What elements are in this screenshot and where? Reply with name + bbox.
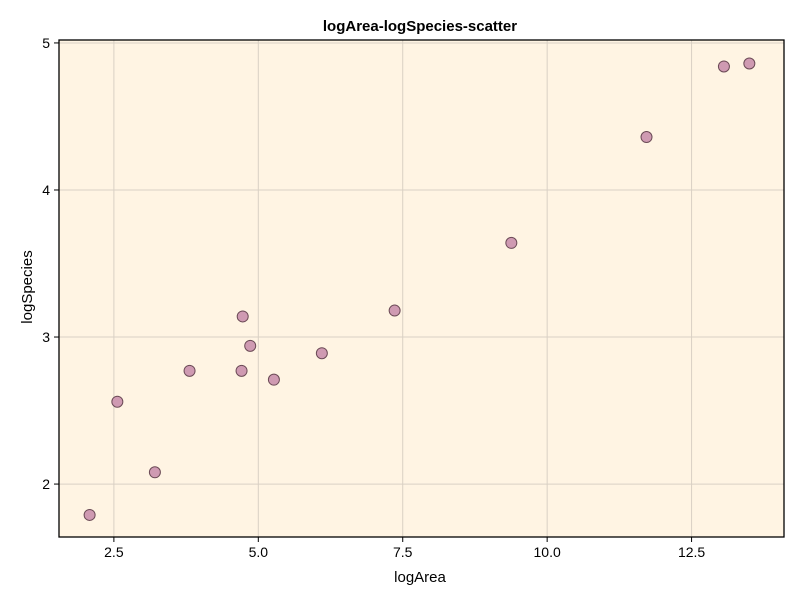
scatter-point [183, 364, 196, 377]
x-axis-label: logArea [394, 569, 446, 586]
y-axis-ticks: 2 3 4 5 [42, 35, 59, 492]
scatter-point [83, 508, 96, 521]
y-tick-label: 2 [42, 476, 50, 492]
x-tick-label: 7.5 [393, 544, 413, 560]
chart-title: logArea-logSpecies-scatter [323, 18, 517, 35]
scatter-point [236, 310, 249, 323]
scatter-point [267, 373, 280, 386]
y-tick-label: 4 [42, 182, 50, 198]
x-tick-label: 10.0 [534, 544, 561, 560]
scatter-point [743, 57, 756, 70]
scatter-point [505, 236, 518, 249]
scatter-point [717, 60, 730, 73]
scatter-point [235, 364, 248, 377]
data-points [83, 57, 756, 521]
plot-frame [58, 39, 785, 538]
scatter-point [640, 131, 653, 144]
scatter-point [111, 395, 124, 408]
y-tick-label: 3 [42, 329, 50, 345]
x-tick-label: 5.0 [249, 544, 269, 560]
scatter-point [244, 339, 257, 352]
x-tick-label: 12.5 [678, 544, 705, 560]
scatter-point [315, 347, 328, 360]
x-axis-ticks: 2.5 5.0 7.5 10.0 12.5 [104, 537, 705, 560]
grid-lines [59, 40, 784, 537]
y-axis-label: logSpecies [19, 250, 36, 323]
y-tick-label: 5 [42, 35, 50, 51]
x-tick-label: 2.5 [104, 544, 124, 560]
scatter-point [148, 466, 161, 479]
scatter-point [388, 304, 401, 317]
plot-area [59, 40, 784, 537]
